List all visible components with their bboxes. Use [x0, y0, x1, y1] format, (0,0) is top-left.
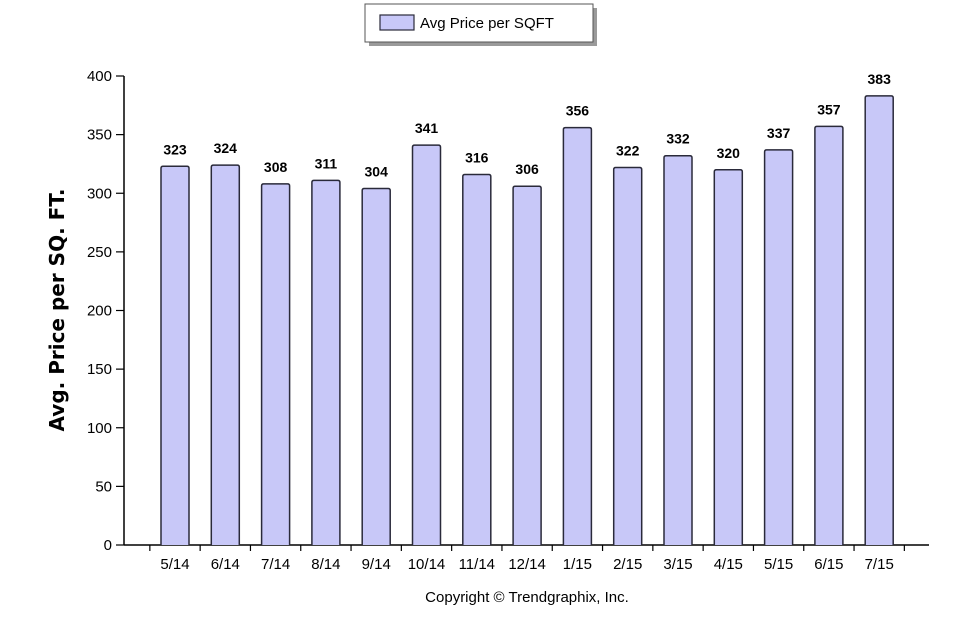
bar	[311, 179, 341, 545]
data-labels: 323 324 308 311 304 341 316 306 356 322 332 320 337 3…	[163, 71, 891, 180]
bar	[462, 173, 492, 545]
bar-value-label: 323	[163, 141, 187, 157]
bar-value-label: 341	[415, 120, 439, 136]
bars	[160, 95, 894, 545]
legend-swatch	[379, 14, 415, 31]
bar-value-label: 320	[717, 145, 741, 161]
bar-value-label: 337	[767, 125, 791, 141]
bar-value-label: 308	[264, 159, 288, 175]
bar-value-label: 357	[817, 101, 841, 117]
x-tick-label: 9/14	[362, 556, 391, 573]
copyright-text: Copyright © Trendgraphix, Inc.	[425, 589, 629, 606]
bar	[713, 169, 744, 545]
bar	[411, 144, 442, 545]
bar	[864, 95, 894, 545]
x-tick-label: 5/14	[160, 556, 189, 573]
bar-value-label: 383	[868, 71, 892, 87]
x-tick-label: 10/14	[408, 556, 446, 573]
y-tick-label: 400	[87, 68, 112, 85]
y-tick-label: 0	[104, 537, 112, 554]
bar	[763, 149, 794, 545]
y-tick-label: 300	[87, 185, 112, 202]
bar-value-label: 311	[315, 155, 338, 171]
bar	[612, 166, 643, 545]
y-axis-ticks: 0 50 100 150 200 250 300 350 400	[87, 68, 124, 554]
bar-value-label: 324	[214, 140, 238, 156]
legend-label: Avg Price per SQFT	[420, 15, 554, 32]
x-tick-label: 11/14	[459, 556, 495, 573]
x-tick-label: 1/15	[563, 556, 592, 573]
x-axis-ticks: 5/14 6/14 7/14 8/14 9/14 10/14 11/14 12/14 1/15 2…	[149, 545, 905, 573]
x-tick-label: 6/14	[211, 556, 240, 573]
x-tick-label: 7/15	[865, 556, 894, 573]
x-tick-label: 3/15	[663, 556, 692, 573]
bar	[260, 183, 291, 545]
bar-value-label: 322	[616, 142, 640, 158]
y-tick-label: 250	[87, 244, 112, 261]
bar-value-label: 304	[365, 164, 389, 180]
bar	[562, 126, 593, 545]
bar	[512, 185, 542, 545]
y-axis-title: Avg. Price per SQ. FT.	[45, 189, 69, 432]
x-tick-label: 12/14	[508, 556, 546, 573]
y-tick-label: 100	[87, 420, 112, 437]
bar-value-label: 332	[666, 131, 690, 147]
x-tick-label: 7/14	[261, 556, 290, 573]
y-tick-label: 50	[95, 478, 112, 495]
y-tick-label: 350	[87, 127, 112, 144]
bar	[210, 164, 241, 545]
bar-value-label: 356	[566, 103, 590, 119]
legend: Avg Price per SQFT	[364, 3, 597, 46]
x-tick-label: 8/14	[311, 556, 340, 573]
bar-value-label: 306	[515, 161, 539, 177]
bar	[160, 165, 190, 545]
bar	[361, 187, 391, 545]
x-tick-label: 2/15	[613, 556, 642, 573]
x-tick-label: 4/15	[714, 556, 743, 573]
bar	[663, 154, 693, 545]
bar	[814, 125, 844, 545]
x-tick-label: 5/15	[764, 556, 793, 573]
y-tick-label: 200	[87, 303, 112, 320]
y-tick-label: 150	[87, 361, 112, 378]
x-tick-label: 6/15	[814, 556, 843, 573]
bar-value-label: 316	[465, 149, 489, 165]
